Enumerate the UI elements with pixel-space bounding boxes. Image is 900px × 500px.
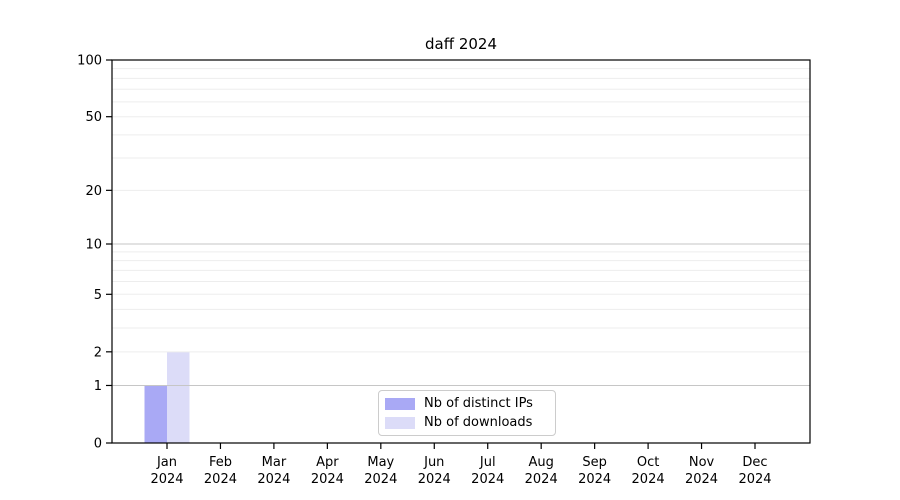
bar-nb-of-downloads-jan	[167, 351, 190, 443]
x-tick-label-month: Dec	[742, 455, 767, 470]
legend-swatch	[385, 397, 415, 410]
legend-label: Nb of downloads	[424, 415, 533, 430]
y-tick-label: 50	[85, 110, 102, 125]
x-tick-label-year: 2024	[364, 472, 397, 487]
x-tick-label-year: 2024	[204, 472, 237, 487]
y-tick-label: 10	[85, 238, 102, 253]
bar-nb-of-distinct-ips-jan	[144, 385, 167, 443]
legend-entry: Nb of downloads	[385, 415, 547, 430]
chart-title: daff 2024	[425, 35, 497, 53]
x-tick-label-year: 2024	[257, 472, 290, 487]
legend-label: Nb of distinct IPs	[424, 396, 533, 411]
x-tick-label-year: 2024	[311, 472, 344, 487]
legend-swatch	[385, 416, 415, 429]
legend: Nb of distinct IPs Nb of downloads	[378, 390, 556, 436]
x-tick-label-year: 2024	[578, 472, 611, 487]
y-tick-label: 1	[94, 379, 102, 394]
x-tick-label-year: 2024	[418, 472, 451, 487]
legend-entry: Nb of distinct IPs	[385, 396, 547, 411]
x-tick-label-month: Mar	[262, 455, 287, 470]
y-tick-label: 0	[94, 437, 102, 452]
x-tick-label-year: 2024	[525, 472, 558, 487]
x-tick-label-month: Jun	[423, 455, 444, 470]
x-tick-label-month: Apr	[316, 455, 339, 470]
x-tick-label-month: Jan	[156, 455, 177, 470]
x-tick-label-year: 2024	[738, 472, 771, 487]
x-tick-label-year: 2024	[150, 472, 183, 487]
y-tick-label: 5	[94, 288, 102, 303]
x-tick-label-year: 2024	[471, 472, 504, 487]
x-tick-label-month: May	[367, 455, 394, 470]
x-tick-label-month: Jul	[479, 455, 496, 470]
x-tick-label-year: 2024	[632, 472, 665, 487]
y-tick-label: 2	[94, 345, 102, 360]
y-tick-label: 20	[85, 184, 102, 199]
y-tick-label: 100	[77, 54, 102, 69]
x-tick-label-month: Feb	[209, 455, 232, 470]
x-tick-label-month: Aug	[528, 455, 553, 470]
x-tick-label-month: Nov	[689, 455, 715, 470]
x-tick-label-month: Oct	[637, 455, 659, 470]
plot-border	[111, 59, 811, 444]
x-tick-label-year: 2024	[685, 472, 718, 487]
x-tick-label-month: Sep	[582, 455, 607, 470]
